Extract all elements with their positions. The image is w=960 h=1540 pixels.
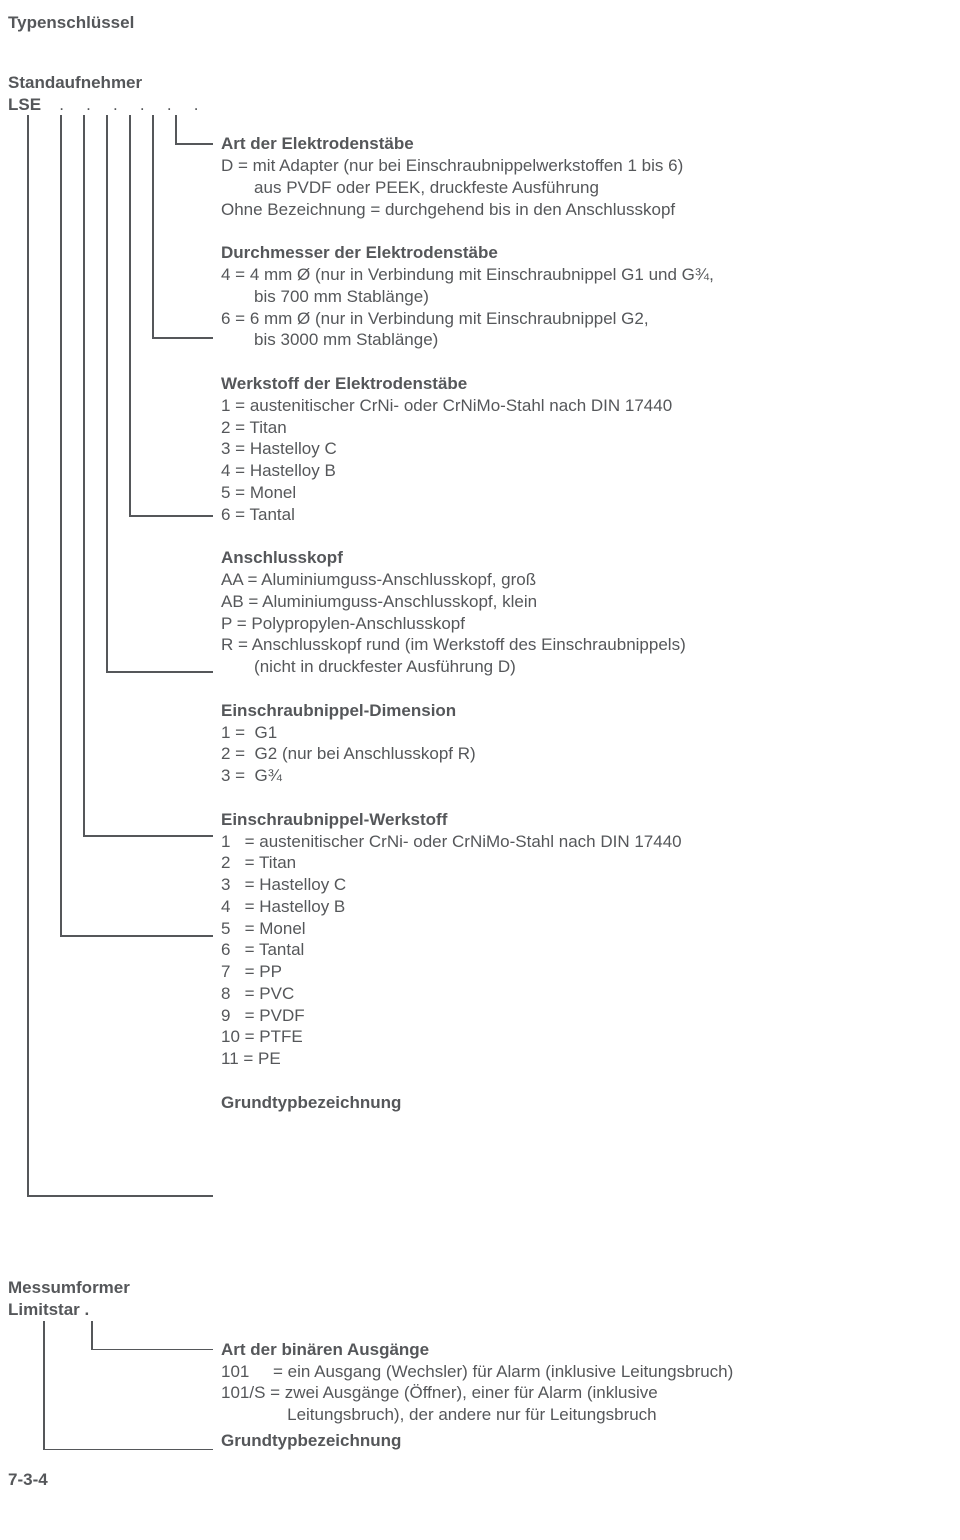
lse-block-6: Grundtypbezeichnung — [221, 1092, 960, 1114]
block-line: 1 = G1 — [221, 722, 960, 744]
lse-code: LSE — [8, 95, 41, 114]
block-line: 5 = Monel — [221, 482, 960, 504]
block-line: 1 = austenitischer CrNi- oder CrNiMo-Sta… — [221, 395, 960, 417]
block-title: Einschraubnippel-Dimension — [221, 700, 960, 722]
block-line: 4 = 4 mm Ø (nur in Verbindung mit Einsch… — [221, 264, 960, 286]
block-line: 4 = Hastelloy B — [221, 896, 960, 918]
block-line: 6 = Tantal — [221, 504, 960, 526]
block-line: 4 = Hastelloy B — [221, 460, 960, 482]
block-title: Art der binären Ausgänge — [221, 1339, 960, 1361]
block-line: Ohne Bezeichnung = durchgehend bis in de… — [221, 199, 960, 221]
block-line: AB = Aluminiumguss-Anschlusskopf, klein — [221, 591, 960, 613]
lse-block-5: Einschraubnippel-Werkstoff 1 = austeniti… — [221, 809, 960, 1070]
block-line: 11 = PE — [221, 1048, 960, 1070]
lse-block-0: Art der Elektrodenstäbe D = mit Adapter … — [221, 133, 960, 220]
lse-block-3: Anschlusskopf AA = Aluminiumguss-Anschlu… — [221, 547, 960, 678]
block-line: bis 3000 mm Stablänge) — [221, 329, 960, 351]
block-title: Durchmesser der Elektrodenstäbe — [221, 242, 960, 264]
block-line: 3 = G¾ — [221, 765, 960, 787]
lse-tree: Art der Elektrodenstäbe D = mit Adapter … — [8, 115, 960, 1215]
block-line: 6 = 6 mm Ø (nur in Verbindung mit Einsch… — [221, 308, 960, 330]
block-line: 2 = Titan — [221, 417, 960, 439]
block-line: Leitungsbruch), der andere nur für Leitu… — [221, 1404, 960, 1426]
block-line: 1 = austenitischer CrNi- oder CrNiMo-Sta… — [221, 831, 960, 853]
block-line: P = Polypropylen-Anschlusskopf — [221, 613, 960, 635]
block-line: 101/S = zwei Ausgänge (Öffner), einer fü… — [221, 1382, 960, 1404]
block-line: D = mit Adapter (nur bei Einschraubnippe… — [221, 155, 960, 177]
lse-dots: . . . . . . — [46, 95, 201, 114]
block-line: 7 = PP — [221, 961, 960, 983]
block-line: 2 = G2 (nur bei Anschlusskopf R) — [221, 743, 960, 765]
block-line: 8 = PVC — [221, 983, 960, 1005]
block-line: 101 = ein Ausgang (Wechsler) für Alarm (… — [221, 1361, 960, 1383]
lim-block-1: Grundtypbezeichnung — [221, 1430, 960, 1452]
limitstar-tree: Art der binären Ausgänge 101 = ein Ausga… — [8, 1321, 960, 1491]
block-line: aus PVDF oder PEEK, druckfeste Ausführun… — [221, 177, 960, 199]
limitstar-header-2: Limitstar . — [8, 1299, 960, 1321]
lim-block-0: Art der binären Ausgänge 101 = ein Ausga… — [221, 1339, 960, 1426]
block-line: R = Anschlusskopf rund (im Werkstoff des… — [221, 634, 960, 656]
block-title: Grundtypbezeichnung — [221, 1092, 960, 1114]
block-title: Werkstoff der Elektrodenstäbe — [221, 373, 960, 395]
lse-block-2: Werkstoff der Elektrodenstäbe 1 = austen… — [221, 373, 960, 525]
page-title: Typenschlüssel — [8, 12, 960, 34]
block-title: Art der Elektrodenstäbe — [221, 133, 960, 155]
block-line: 3 = Hastelloy C — [221, 874, 960, 896]
lse-block-4: Einschraubnippel-Dimension 1 = G1 2 = G2… — [221, 700, 960, 787]
block-line: AA = Aluminiumguss-Anschlusskopf, groß — [221, 569, 960, 591]
limitstar-header-1: Messumformer — [8, 1277, 960, 1299]
lse-block-1: Durchmesser der Elektrodenstäbe 4 = 4 mm… — [221, 242, 960, 351]
block-line: 2 = Titan — [221, 852, 960, 874]
block-line: 5 = Monel — [221, 918, 960, 940]
block-line: 3 = Hastelloy C — [221, 438, 960, 460]
block-title: Einschraubnippel-Werkstoff — [221, 809, 960, 831]
lse-header-1: Standaufnehmer — [8, 72, 960, 94]
block-title: Grundtypbezeichnung — [221, 1430, 960, 1452]
block-title: Anschlusskopf — [221, 547, 960, 569]
block-line: 6 = Tantal — [221, 939, 960, 961]
page-number: 7-3-4 — [8, 1469, 48, 1491]
block-line: bis 700 mm Stablänge) — [221, 286, 960, 308]
block-line: 10 = PTFE — [221, 1026, 960, 1048]
lse-key-line: LSE . . . . . . — [8, 94, 960, 116]
block-line: (nicht in druckfester Ausführung D) — [221, 656, 960, 678]
block-line: 9 = PVDF — [221, 1005, 960, 1027]
